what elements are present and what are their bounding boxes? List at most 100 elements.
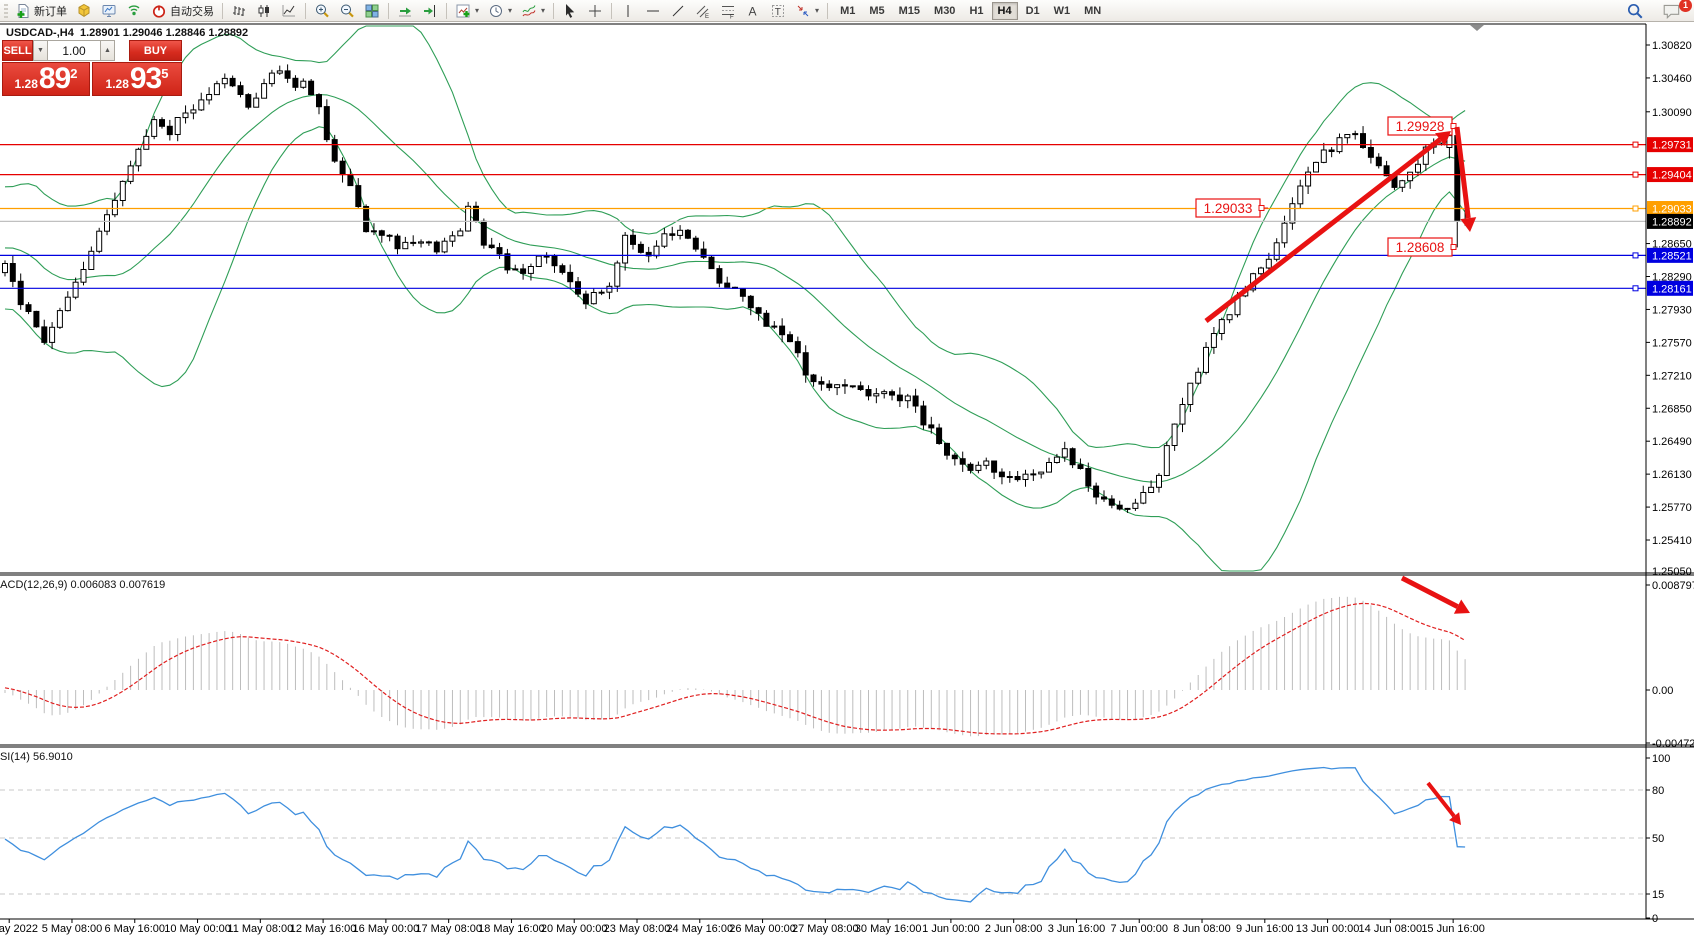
volume-input[interactable] [48,40,100,61]
axis-tick-label: 0.00 [1652,685,1673,697]
trend-arrow[interactable] [1204,131,1451,323]
svg-text:1.29404: 1.29404 [1652,170,1692,182]
one-click-trade-widget: SELL ▼ ▲ BUY 1.28 89 2 1.28 93 5 [2,40,182,96]
cube-icon [76,3,92,19]
text-icon: A [745,3,761,19]
svg-text:1.28521: 1.28521 [1652,250,1692,262]
toolbar-separator [446,2,447,19]
arrows-icon [795,3,811,19]
chart-shift-marker[interactable] [1470,25,1484,31]
period-d1-button[interactable]: D1 [1020,2,1046,20]
chart-window-icon [101,3,117,19]
zoom-in-button[interactable] [310,2,334,20]
trend-arrow[interactable] [1454,126,1477,232]
buy-button[interactable]: BUY [129,40,182,61]
x-axis-tick-label: 24 May 16:00 [666,923,733,935]
crosshair-button[interactable] [583,2,607,20]
rsi-level-lines [0,789,1646,895]
deposit-button[interactable] [72,2,96,20]
x-axis-tick-label: 7 Jun 00:00 [1110,923,1168,935]
indicators-icon [455,3,471,19]
horizontal-line-object[interactable] [0,141,1646,148]
indicators-button[interactable] [451,2,483,20]
new-order-label: 新订单 [34,5,67,18]
period-h1-button[interactable]: H1 [963,2,989,20]
channel-button[interactable]: E [691,2,715,20]
period-h4-button[interactable]: H4 [991,1,1018,20]
horizontal-line-button[interactable] [641,2,665,20]
fibonacci-icon: F [720,3,736,19]
macd-indicator-label: MACD(12,26,9) 0.006083 0.007619 [0,579,166,591]
cursor-button[interactable] [558,2,582,20]
svg-text:1.28608: 1.28608 [1396,240,1445,255]
fibonacci-button[interactable]: F [716,2,740,20]
buy-price-display[interactable]: 1.28 93 5 [92,62,182,96]
toolbar-drag-handle[interactable] [4,3,8,18]
price-label-box[interactable]: 1.29928 [1387,116,1457,136]
x-axis-tick-label: 8 Jun 08:00 [1173,923,1231,935]
price-label-box[interactable]: 1.29033 [1195,198,1268,218]
axis-tick-label: 100 [1652,753,1670,765]
period-m30-button[interactable]: M30 [928,2,961,20]
zoom-out-button[interactable] [335,2,359,20]
axis-price-badge: 1.28521 [1647,247,1693,263]
publisher-button[interactable] [97,2,121,20]
tile-windows-button[interactable] [360,2,384,20]
period-mn-button[interactable]: MN [1078,2,1107,20]
label-button[interactable]: T [766,2,790,20]
buy-price-main: 93 [129,62,162,95]
trend-arrow[interactable] [1400,575,1470,614]
arrows-button[interactable] [791,2,823,20]
period-m5-button[interactable]: M5 [863,2,890,20]
periods-button[interactable] [484,2,516,20]
horizontal-line-object[interactable] [0,171,1646,178]
candle-chart-button[interactable] [252,2,276,20]
x-axis-tick-label: 18 May 16:00 [478,923,545,935]
bar-chart-button[interactable] [227,2,251,20]
x-axis-tick-label: 9 Jun 16:00 [1236,923,1294,935]
buy-price-prefix: 1.28 [105,77,129,91]
axis-tick-label: 1.26850 [1652,403,1692,415]
volume-decrease-button[interactable]: ▼ [33,40,48,61]
price-label-box[interactable]: 1.28608 [1387,237,1457,257]
autotrade-button[interactable]: 自动交易 [147,2,218,20]
notifications-button[interactable]: 1 [1658,0,1692,20]
horizontal-line-icon [645,3,661,19]
x-axis-tick-label: 12 May 16:00 [290,923,357,935]
toolbar-separator [305,2,306,19]
text-button[interactable]: A [741,2,765,20]
signals-button[interactable] [122,2,146,20]
chart-shift-button[interactable] [418,2,442,20]
buy-price-pip: 5 [161,66,169,81]
sell-price-display[interactable]: 1.28 89 2 [2,62,90,96]
trend-arrow[interactable] [1426,781,1461,825]
period-w1-button[interactable]: W1 [1048,2,1077,20]
axis-tick-label: 1.25770 [1652,502,1692,514]
horizontal-line-object[interactable] [0,205,1646,212]
zoom-in-icon [314,3,330,19]
ohlc-title: USDCAD-,H4 1.28901 1.29046 1.28846 1.288… [6,27,249,39]
line-chart-icon [281,3,297,19]
auto-scroll-button[interactable] [393,2,417,20]
vertical-line-button[interactable] [616,2,640,20]
x-axis-tick-label: 16 May 00:00 [353,923,420,935]
search-button[interactable] [1622,2,1648,20]
trend-line-icon [670,3,686,19]
trend-line-button[interactable] [666,2,690,20]
horizontal-line-object[interactable] [0,285,1646,292]
templates-button[interactable] [517,2,549,20]
axis-tick-label: 1.28650 [1652,239,1692,251]
sell-button[interactable]: SELL [2,40,33,61]
line-chart-button[interactable] [277,2,301,20]
period-m1-button[interactable]: M1 [834,2,861,20]
horizontal-line-object[interactable] [0,252,1646,259]
bollinger-bands [4,25,1466,572]
toolbar-separator [388,2,389,19]
new-order-button[interactable]: 新订单 [11,2,71,20]
macd-histogram [4,596,1466,737]
axis-tick-label: 80 [1652,785,1664,797]
volume-increase-button[interactable]: ▲ [100,40,115,61]
period-m15-button[interactable]: M15 [893,2,926,20]
rsi-line [4,766,1466,903]
